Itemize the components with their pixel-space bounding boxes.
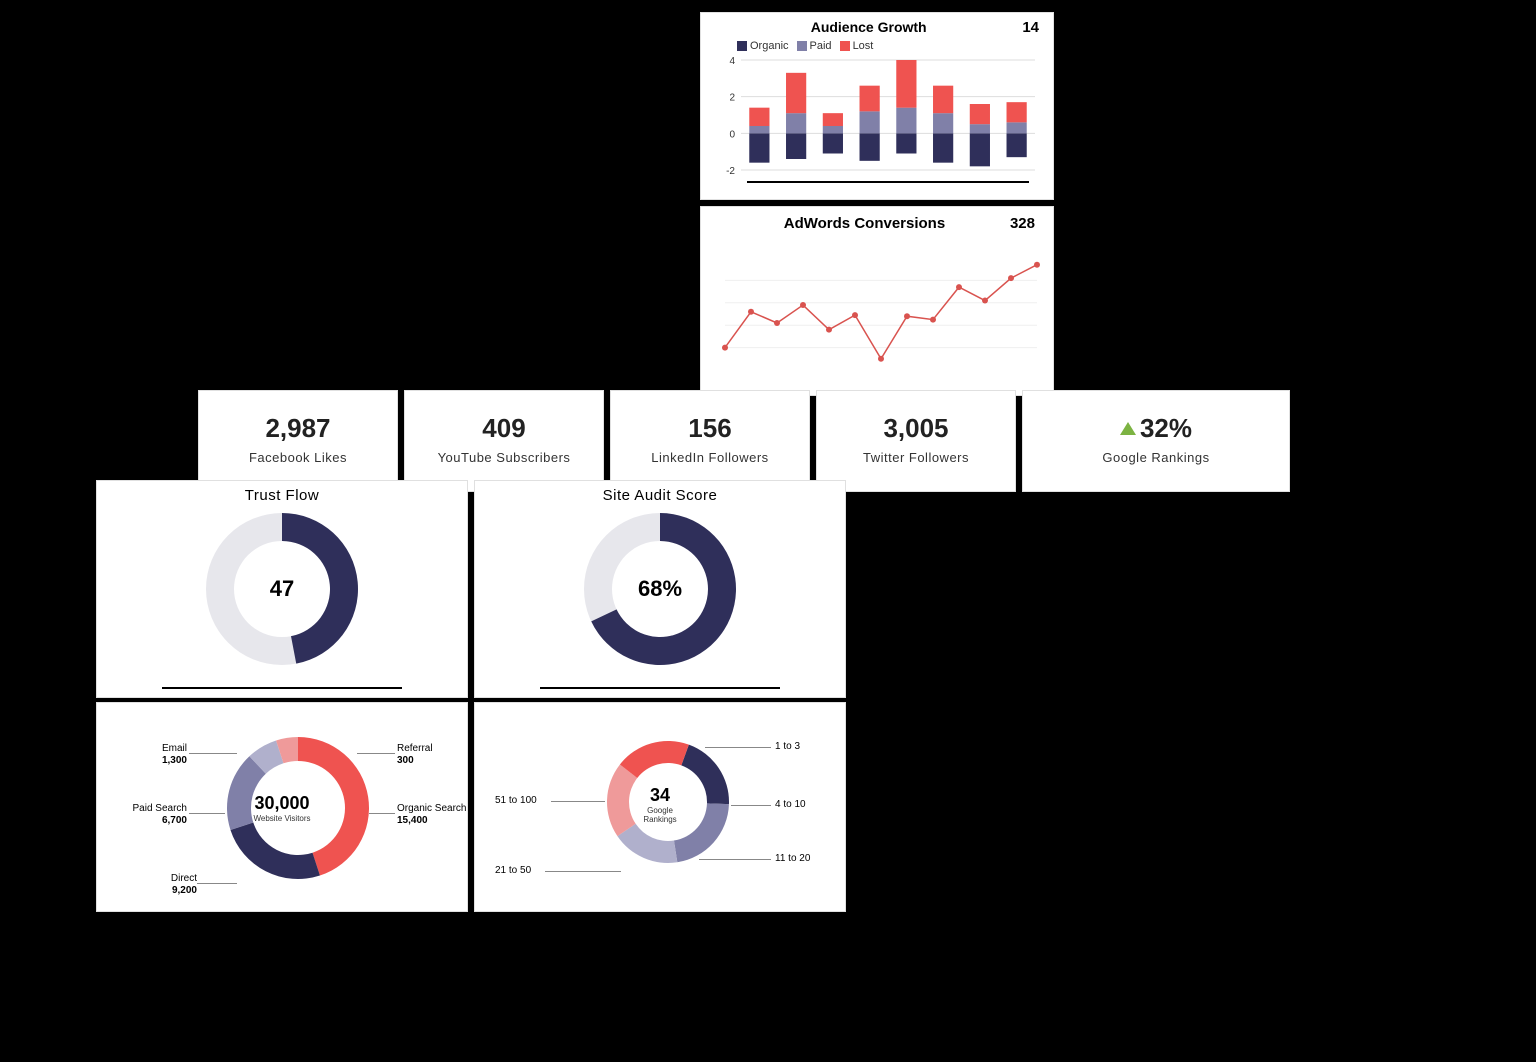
svg-text:4: 4 [729,56,735,67]
audience-growth-chart: -2 0 2 4 [701,52,1055,192]
callout-email: Email1,300 [127,743,187,767]
site-audit-title: Site Audit Score [475,481,845,504]
callout-1to3: 1 to 3 [775,741,800,753]
callout-51to100: 51 to 100 [495,795,537,807]
adwords-card: AdWords Conversions 328 [700,206,1054,396]
stat-linkedin-label: LinkedIn Followers [611,450,809,465]
stat-youtube-label: YouTube Subscribers [405,450,603,465]
svg-text:-2: -2 [726,166,735,177]
callout-4to10: 4 to 10 [775,799,806,811]
adwords-value: 328 [1010,215,1035,232]
traffic-sources-card: 30,000 Website Visitors Referral300 Orga… [96,702,468,912]
trust-flow-card: Trust Flow 47 [96,480,468,698]
stat-facebook-label: Facebook Likes [199,450,397,465]
stat-facebook-value: 2,987 [199,413,397,444]
callout-paid: Paid Search6,700 [107,803,187,827]
divider [540,687,780,689]
callout-referral: Referral300 [397,743,433,767]
callout-21to50: 21 to 50 [495,865,531,877]
divider [162,687,402,689]
audience-growth-title: Audience Growth [715,19,1022,36]
stat-youtube-value: 409 [405,413,603,444]
audience-growth-card: Audience Growth 14 OrganicPaidLost -2 0 2 4 [700,12,1054,200]
callout-11to20: 11 to 20 [775,853,810,865]
svg-text:0: 0 [729,129,735,140]
callout-organic: Organic Search15,400 [397,803,466,827]
stat-twitter-value: 3,005 [817,413,1015,444]
audience-growth-value: 14 [1022,19,1039,36]
trust-flow-title: Trust Flow [97,481,467,504]
arrow-up-icon [1120,422,1136,435]
adwords-chart [701,232,1055,382]
stat-youtube: 409 YouTube Subscribers [404,390,604,492]
stat-twitter: 3,005 Twitter Followers [816,390,1016,492]
stat-google-rankings: 32% Google Rankings [1022,390,1290,492]
site-audit-center: 68% [638,576,682,602]
callout-direct: Direct9,200 [117,873,197,897]
stat-linkedin: 156 LinkedIn Followers [610,390,810,492]
stat-google-label: Google Rankings [1023,450,1289,465]
trust-flow-center: 47 [270,576,294,602]
stat-facebook: 2,987 Facebook Likes [198,390,398,492]
stat-twitter-label: Twitter Followers [817,450,1015,465]
svg-text:2: 2 [729,93,735,104]
site-audit-card: Site Audit Score 68% [474,480,846,698]
rankings-card: 34 GoogleRankings 1 to 3 4 to 10 11 to 2… [474,702,846,912]
stat-linkedin-value: 156 [611,413,809,444]
stat-google-value: 32% [1023,413,1289,444]
audience-growth-legend: OrganicPaidLost [701,36,1053,52]
adwords-title: AdWords Conversions [719,215,1010,232]
